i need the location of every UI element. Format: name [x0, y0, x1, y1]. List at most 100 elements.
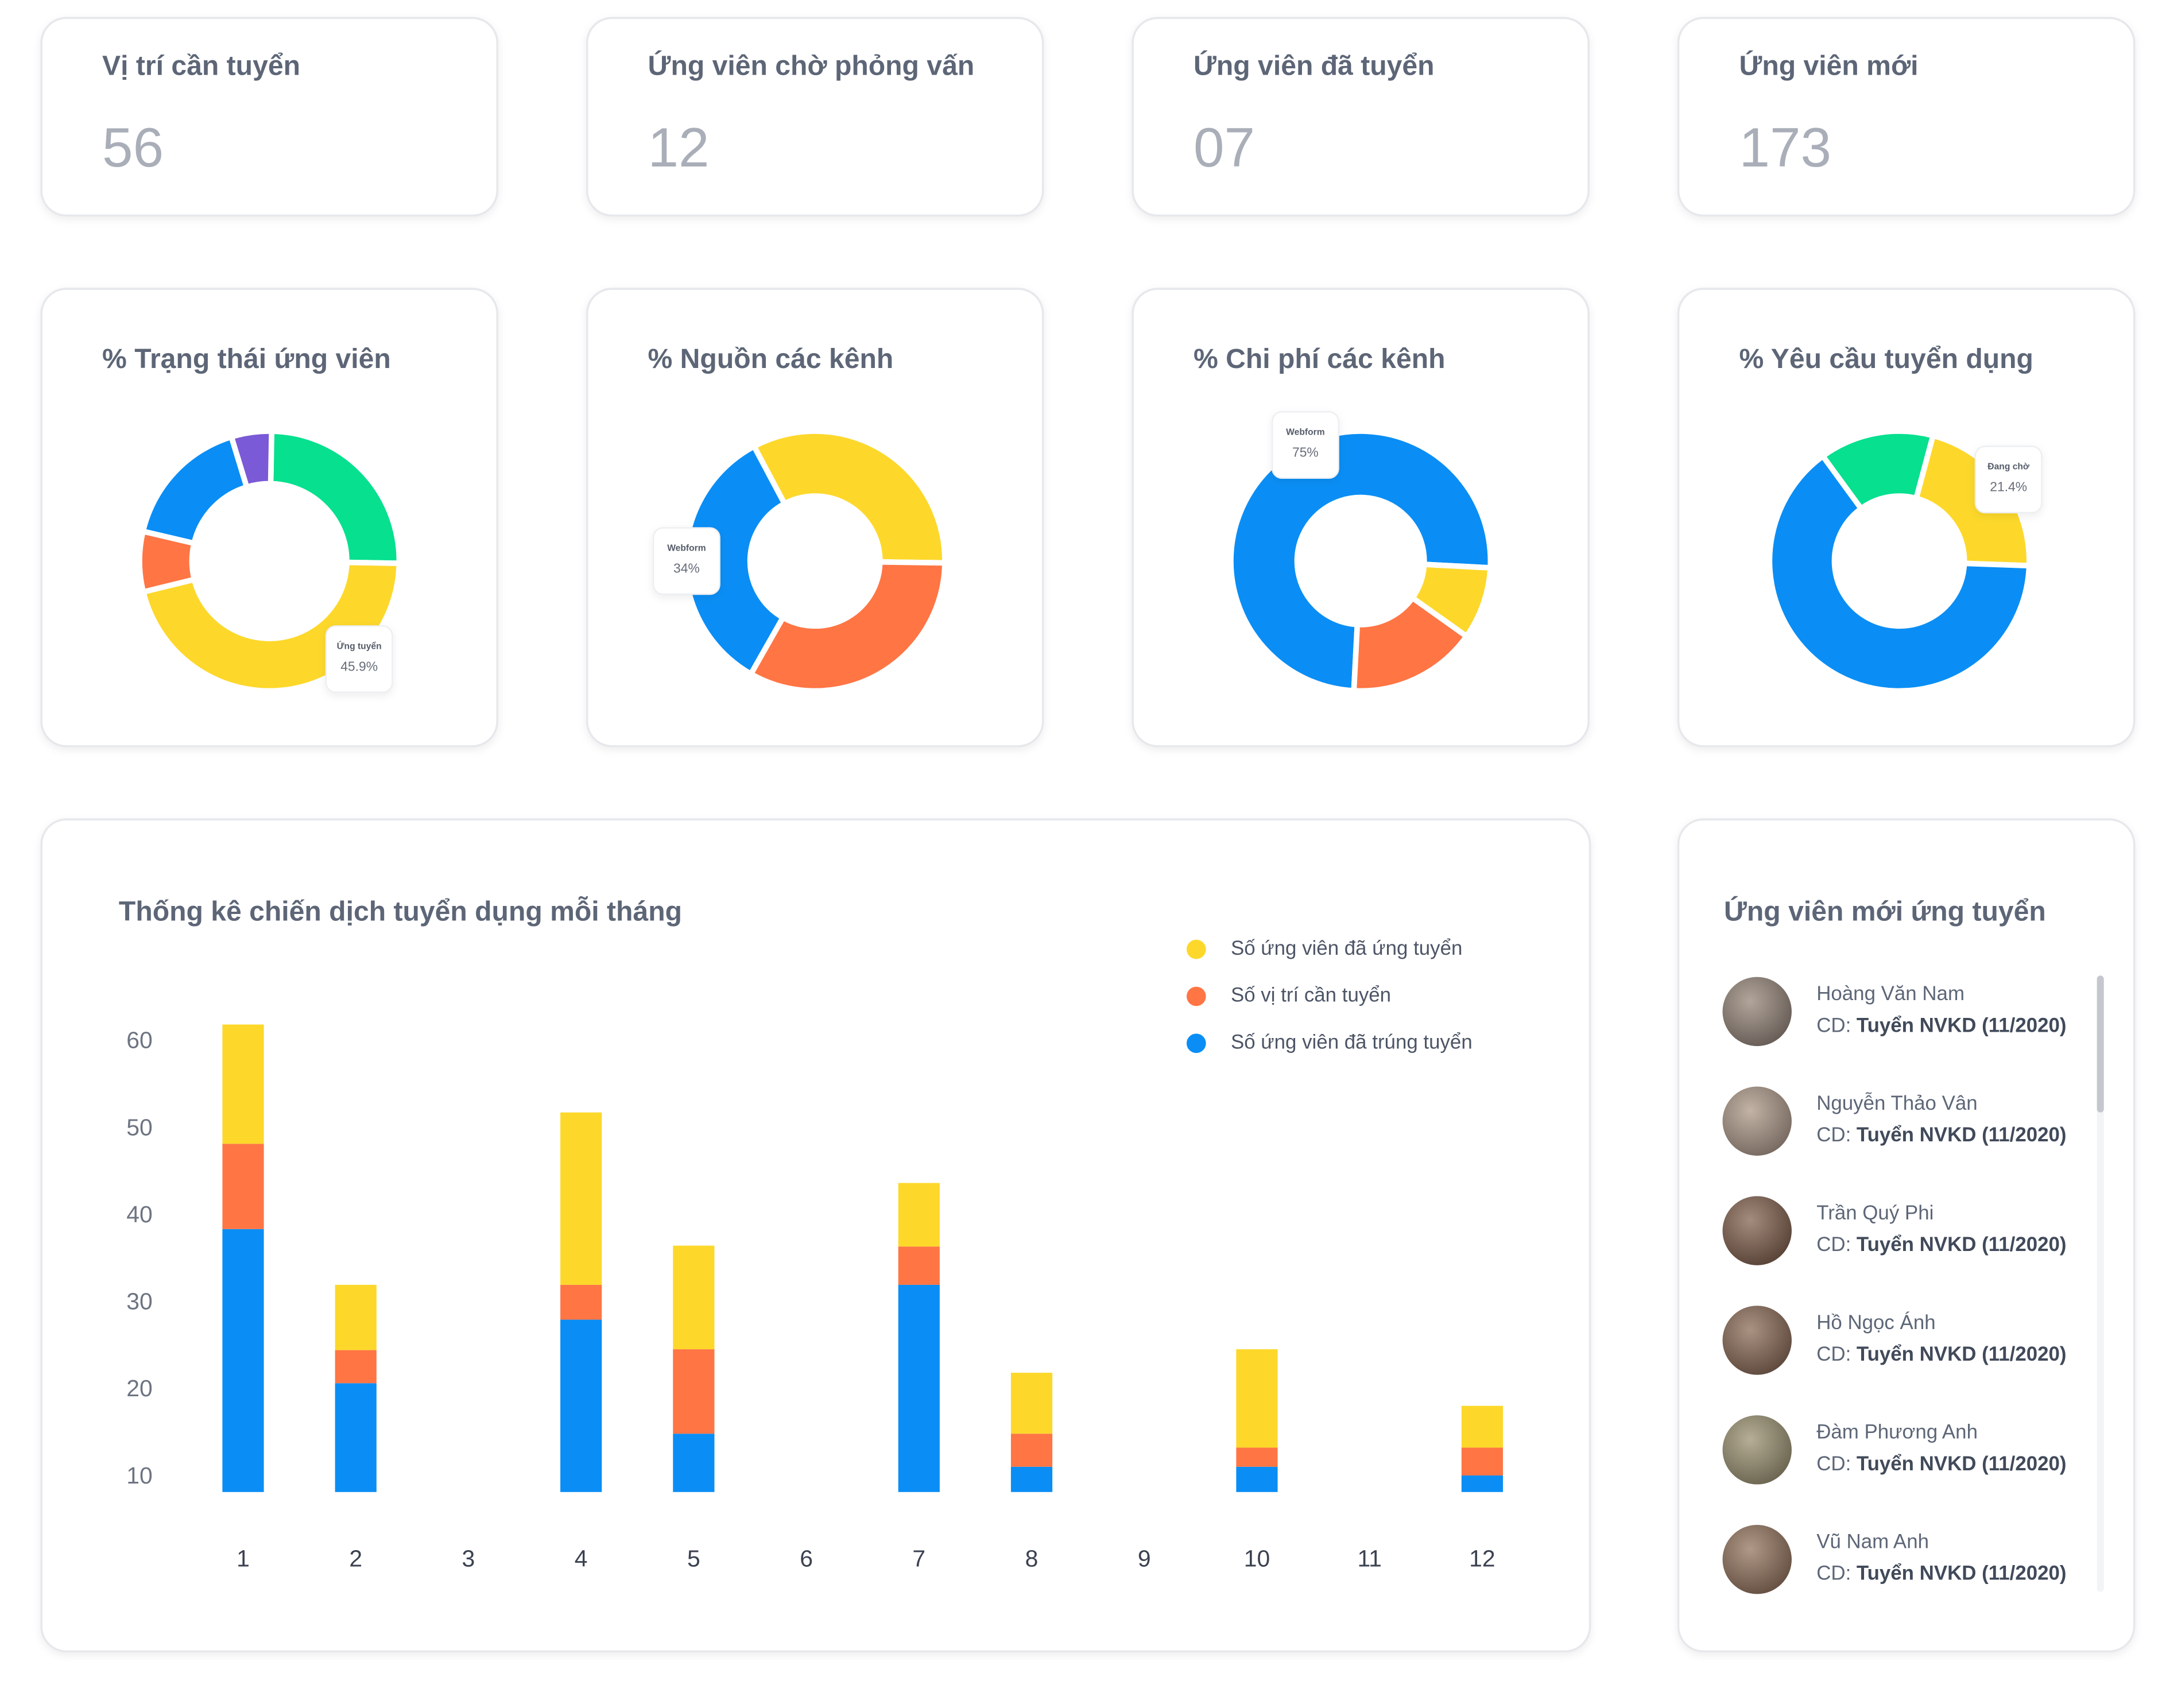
tooltip-value: 75%: [1292, 445, 1319, 460]
campaign-name: Tuyển NVKD (11/2020): [1857, 1562, 2067, 1585]
avatar-shade: [1722, 1306, 1792, 1375]
campaign-name: Tuyển NVKD (11/2020): [1857, 1453, 2067, 1475]
campaign-name: Tuyển NVKD (11/2020): [1857, 1343, 2067, 1365]
tooltip-value: 34%: [673, 561, 700, 576]
tooltip: [1974, 446, 2043, 514]
candidate-name: Trần Quý Phi: [1816, 1202, 1933, 1224]
donut-segment: [748, 559, 948, 694]
bar-segment: [673, 1349, 715, 1434]
card: [40, 17, 499, 217]
stat-title: Ứng viên mới: [1739, 50, 1918, 82]
card: [40, 818, 1591, 1653]
y-tick-label: 10: [126, 1462, 153, 1489]
chart-title: Thống kê chiến dịch tuyển dụng mỗi tháng: [119, 896, 682, 927]
bar-segment: [1461, 1405, 1503, 1448]
bar-segment: [1010, 1373, 1053, 1434]
card: [586, 17, 1044, 217]
tooltip-label: Đang chờ: [1987, 462, 2030, 472]
campaign-prefix: CD:: [1816, 1343, 1851, 1365]
y-tick-label: 40: [126, 1201, 153, 1227]
bar-segment: [335, 1383, 377, 1492]
x-tick-label: 4: [575, 1545, 588, 1571]
legend-label: Số vị trí cần tuyển: [1231, 984, 1391, 1006]
candidate-campaign: CD: Tuyển NVKD (11/2020): [1816, 1343, 2066, 1365]
campaign-name: Tuyển NVKD (11/2020): [1857, 1124, 2067, 1146]
legend-swatch: [1186, 986, 1206, 1006]
candidate-name: Vũ Nam Anh: [1816, 1531, 1929, 1553]
campaign-prefix: CD:: [1816, 1562, 1851, 1585]
donut-segment: [1766, 453, 2032, 694]
x-tick-label: 2: [349, 1545, 362, 1571]
scrollbar-thumb[interactable]: [2097, 975, 2104, 1113]
candidate-item[interactable]: Hồ Ngọc Ánh CD: Tuyển NVKD (11/2020): [1722, 1306, 2067, 1375]
bar-segment: [222, 1024, 264, 1144]
candidate-campaign: CD: Tuyển NVKD (11/2020): [1816, 1014, 2066, 1037]
candidate-item[interactable]: Trần Quý Phi CD: Tuyển NVKD (11/2020): [1722, 1196, 2067, 1265]
donut-segment: [228, 428, 274, 490]
y-tick-label: 50: [126, 1114, 153, 1140]
campaign-prefix: CD:: [1816, 1233, 1851, 1256]
avatar-shade: [1722, 1196, 1792, 1265]
bar-segment: [560, 1319, 602, 1492]
candidate-campaign: CD: Tuyển NVKD (11/2020): [1816, 1124, 2066, 1146]
y-tick-label: 60: [126, 1027, 153, 1054]
y-tick-label: 30: [126, 1288, 153, 1315]
donut-segment: [1351, 595, 1470, 694]
card: [1132, 17, 1590, 217]
bar-segment: [560, 1112, 602, 1285]
x-tick-label: 11: [1357, 1545, 1381, 1571]
bar-segment: [1236, 1466, 1278, 1492]
bar-segment: [222, 1229, 264, 1492]
card: [1132, 288, 1590, 748]
stat-title: Vị trí cần tuyển: [102, 51, 300, 82]
tooltip-label: Webform: [667, 544, 706, 553]
tooltip: [325, 625, 393, 694]
candidate-name: Đàm Phương Anh: [1816, 1421, 1978, 1443]
stat-value: 07: [1194, 117, 1255, 179]
x-tick-label: 6: [800, 1545, 813, 1571]
bar-segment: [898, 1284, 940, 1492]
donut-segment: [751, 428, 948, 566]
candidate-name: Nguyễn Thảo Vân: [1816, 1092, 1977, 1114]
legend-swatch: [1186, 939, 1206, 959]
candidate-campaign: CD: Tuyển NVKD (11/2020): [1816, 1453, 2066, 1475]
x-tick-label: 9: [1138, 1545, 1151, 1571]
tooltip-value: 21.4%: [1990, 479, 2027, 494]
bar-segment: [1236, 1349, 1278, 1448]
avatar-shade: [1722, 1086, 1792, 1156]
candidate-name: Hoàng Văn Nam: [1816, 982, 1964, 1005]
bar-segment: [898, 1183, 940, 1247]
x-tick-label: 10: [1244, 1545, 1270, 1571]
avatar-shade: [1722, 1415, 1792, 1485]
chart-title: % Yêu cầu tuyển dụng: [1739, 343, 2033, 374]
bar-segment: [673, 1245, 715, 1350]
candidate-item[interactable]: Đàm Phương Anh CD: Tuyển NVKD (11/2020): [1722, 1415, 2067, 1485]
tooltip-label: Webform: [1286, 428, 1324, 437]
x-tick-label: 7: [912, 1545, 925, 1571]
candidate-item[interactable]: Nguyễn Thảo Vân CD: Tuyển NVKD (11/2020): [1722, 1086, 2067, 1156]
avatar-shade: [1722, 977, 1792, 1047]
bar-segment: [335, 1350, 377, 1384]
x-tick-label: 12: [1469, 1545, 1495, 1571]
x-tick-label: 8: [1025, 1545, 1039, 1571]
tooltip: [652, 527, 720, 595]
candidate-item[interactable]: Vũ Nam Anh CD: Tuyển NVKD (11/2020): [1722, 1525, 2067, 1594]
stat-value: 56: [102, 117, 164, 179]
bar-segment: [560, 1284, 602, 1320]
x-tick-label: 1: [237, 1545, 250, 1571]
card: [1677, 17, 2136, 217]
bar-segment: [1461, 1447, 1503, 1475]
chart-title: % Nguồn các kênh: [648, 343, 894, 374]
bar-segment: [1010, 1466, 1053, 1492]
bar-segment: [1461, 1475, 1503, 1492]
candidate-item[interactable]: Hoàng Văn Nam CD: Tuyển NVKD (11/2020): [1722, 977, 2067, 1047]
candidate-campaign: CD: Tuyển NVKD (11/2020): [1816, 1233, 2066, 1256]
stat-title: Ứng viên chờ phỏng vấn: [648, 50, 975, 82]
card: [1677, 818, 2136, 1653]
tooltip: [1271, 411, 1339, 479]
chart-title: % Trạng thái ứng viên: [102, 343, 391, 374]
candidate-campaign: CD: Tuyển NVKD (11/2020): [1816, 1562, 2066, 1585]
avatar-shade: [1722, 1525, 1792, 1594]
